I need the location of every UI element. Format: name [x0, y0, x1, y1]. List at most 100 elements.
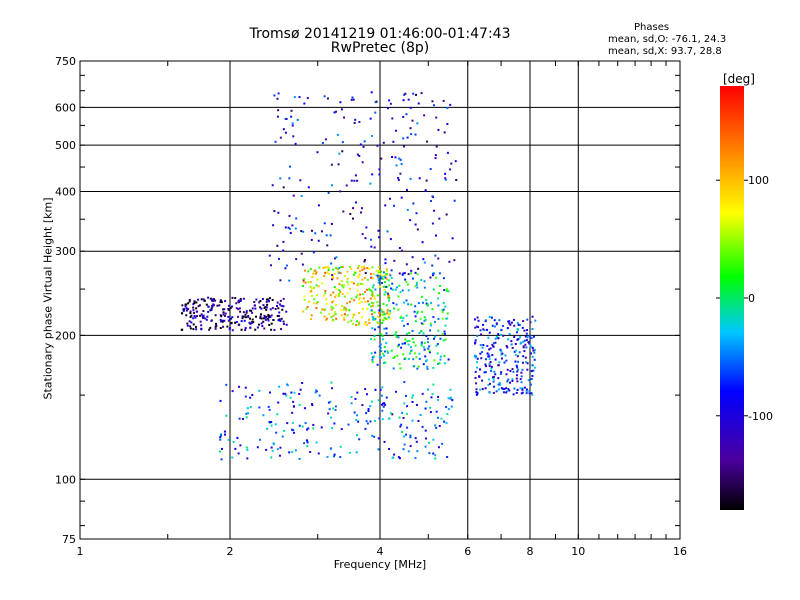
- x-tick-label: 10: [571, 545, 585, 558]
- data-point: [408, 339, 411, 342]
- data-point: [389, 309, 392, 312]
- data-point: [346, 314, 349, 317]
- data-point: [432, 316, 435, 319]
- data-point: [247, 314, 250, 317]
- data-point: [500, 357, 503, 360]
- data-point: [335, 288, 338, 291]
- data-point: [445, 288, 448, 291]
- data-point: [398, 416, 401, 419]
- data-point: [317, 239, 320, 242]
- data-point: [298, 424, 301, 427]
- data-point: [282, 186, 285, 189]
- data-point: [222, 325, 225, 328]
- colorbar-ticks: 100 0 -100: [716, 174, 773, 423]
- data-point: [399, 316, 402, 319]
- data-point: [493, 385, 496, 388]
- data-point: [441, 317, 444, 320]
- data-point: [474, 318, 477, 321]
- data-point: [267, 405, 270, 408]
- data-point: [275, 304, 278, 307]
- y-tick-label: 200: [55, 329, 76, 342]
- data-point: [332, 407, 335, 410]
- data-point: [211, 299, 214, 302]
- data-point: [510, 340, 513, 343]
- data-point: [266, 303, 269, 306]
- data-point: [398, 272, 401, 275]
- data-point: [417, 365, 420, 368]
- data-point: [358, 121, 361, 124]
- data-point: [369, 182, 372, 185]
- data-point: [270, 456, 273, 459]
- data-point: [301, 382, 304, 385]
- data-point: [408, 331, 411, 334]
- y-tick-label: 600: [55, 101, 76, 114]
- data-point: [284, 267, 287, 270]
- data-point: [219, 327, 222, 330]
- data-point: [316, 301, 319, 304]
- data-point: [435, 145, 438, 148]
- data-point: [516, 338, 519, 341]
- data-point: [363, 276, 366, 279]
- data-point: [302, 310, 305, 313]
- data-point: [426, 388, 429, 391]
- data-point: [285, 117, 288, 120]
- data-point: [362, 265, 365, 268]
- data-point: [492, 380, 495, 383]
- data-point: [271, 307, 274, 310]
- data-point: [376, 144, 379, 147]
- data-point: [372, 284, 375, 287]
- data-point: [338, 267, 341, 270]
- data-point: [370, 293, 373, 296]
- data-point: [429, 406, 432, 409]
- data-point: [504, 354, 507, 357]
- data-point: [360, 207, 363, 210]
- data-point: [261, 325, 264, 328]
- data-point: [317, 285, 320, 288]
- data-point: [324, 292, 327, 295]
- data-point: [356, 434, 359, 437]
- data-point: [414, 271, 417, 274]
- data-point: [333, 453, 336, 456]
- data-point: [388, 284, 391, 287]
- data-point: [339, 445, 342, 448]
- data-point: [279, 136, 282, 139]
- data-point: [399, 291, 402, 294]
- data-point: [314, 272, 317, 275]
- data-point: [420, 279, 423, 282]
- data-point: [411, 400, 414, 403]
- data-point: [370, 309, 373, 312]
- data-point: [380, 157, 383, 160]
- data-point: [317, 204, 320, 207]
- data-point: [369, 420, 372, 423]
- data-point: [200, 313, 203, 316]
- data-point: [239, 444, 242, 447]
- data-point: [295, 217, 298, 220]
- data-point: [441, 308, 444, 311]
- data-point: [392, 357, 395, 360]
- data-point: [370, 301, 373, 304]
- data-point: [398, 157, 401, 160]
- data-point: [228, 304, 231, 307]
- data-point: [220, 301, 223, 304]
- data-point: [498, 361, 501, 364]
- data-point: [284, 392, 287, 395]
- data-point: [311, 404, 314, 407]
- data-point: [181, 304, 184, 307]
- data-point: [423, 341, 426, 344]
- data-point: [209, 309, 212, 312]
- data-point: [439, 358, 442, 361]
- data-point: [378, 311, 381, 314]
- data-point: [216, 304, 219, 307]
- data-point: [364, 300, 367, 303]
- data-point: [419, 413, 422, 416]
- data-point: [188, 299, 191, 302]
- data-point: [428, 351, 431, 354]
- data-point: [386, 308, 389, 311]
- data-point: [300, 252, 303, 255]
- data-point: [244, 328, 247, 331]
- data-point: [385, 277, 388, 280]
- data-point: [490, 367, 493, 370]
- data-point: [310, 229, 313, 232]
- data-point: [235, 307, 238, 310]
- data-point: [432, 383, 435, 386]
